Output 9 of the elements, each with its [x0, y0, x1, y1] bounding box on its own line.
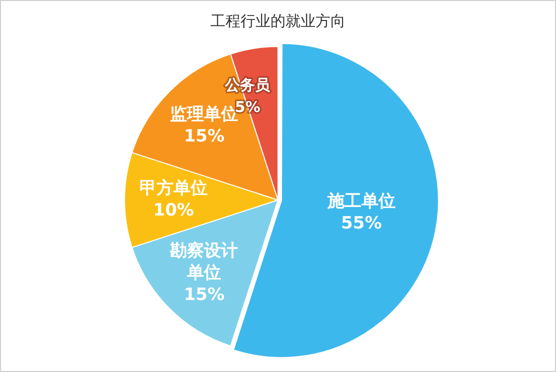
slice-label: 甲方单位	[140, 178, 208, 198]
data-label: 15%	[184, 126, 225, 147]
slice-label: 施工单位	[326, 192, 396, 212]
data-label: 55%	[341, 214, 382, 234]
slice-label: 勘察设计单位	[170, 241, 238, 284]
data-label: 15%	[184, 285, 225, 306]
slice-label: 公务员	[224, 76, 272, 94]
chart-title: 工程行业的就业方向	[210, 12, 346, 30]
data-label: 10%	[153, 200, 194, 220]
